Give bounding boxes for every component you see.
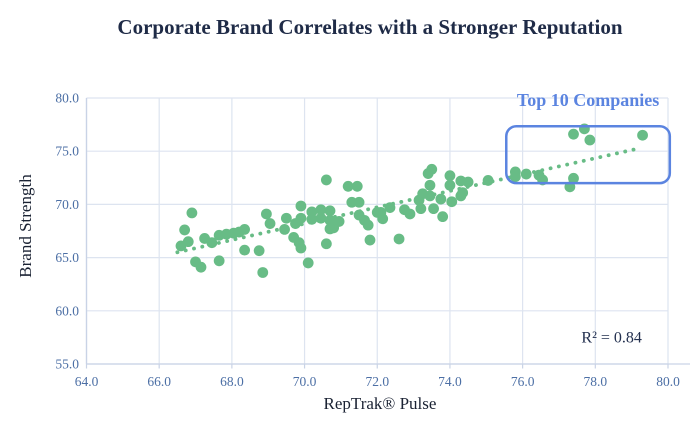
- data-point: [520, 168, 532, 180]
- data-point: [324, 223, 336, 235]
- data-point: [482, 175, 494, 186]
- x-tick-label: 80.0: [656, 374, 680, 389]
- data-point: [175, 240, 187, 252]
- data-point: [364, 234, 376, 246]
- data-point: [637, 129, 648, 141]
- data-point: [351, 180, 363, 192]
- data-point: [377, 213, 389, 225]
- x-tick-label: 76.0: [511, 374, 535, 389]
- data-point: [213, 255, 225, 267]
- data-point: [257, 267, 269, 278]
- data-point: [306, 213, 318, 225]
- top10-annotation-label: Top 10 Companies: [517, 90, 659, 110]
- data-point: [437, 211, 449, 223]
- data-point: [320, 238, 332, 250]
- data-point: [239, 244, 250, 256]
- y-tick-label: 70.0: [55, 197, 79, 212]
- data-point: [333, 216, 345, 227]
- x-tick-label: 68.0: [220, 374, 244, 389]
- trendline: [175, 146, 643, 255]
- data-point: [261, 208, 272, 220]
- data-point: [342, 180, 354, 192]
- y-tick-label: 60.0: [55, 303, 79, 318]
- data-point: [428, 203, 439, 215]
- data-point: [424, 190, 436, 202]
- data-point: [362, 219, 374, 231]
- x-tick-label: 72.0: [365, 374, 389, 389]
- data-point: [393, 233, 405, 245]
- data-point: [584, 134, 596, 146]
- data-point: [568, 128, 579, 140]
- x-tick-label: 66.0: [147, 374, 171, 389]
- data-point: [315, 212, 327, 224]
- data-point: [206, 237, 218, 249]
- tick-labels: 64.0 66.0 68.0 70.0 72.0 74.0 76.0 78.0 80.0 55.0…: [55, 91, 680, 390]
- data-point: [295, 242, 307, 254]
- data-point: [353, 196, 365, 208]
- data-points: [175, 123, 648, 278]
- y-tick-label: 75.0: [55, 144, 79, 159]
- data-point: [509, 171, 521, 183]
- data-point: [446, 196, 458, 208]
- data-point: [302, 257, 314, 269]
- y-tick-label: 55.0: [55, 357, 79, 372]
- y-tick-label: 65.0: [55, 250, 79, 265]
- data-point: [444, 179, 456, 191]
- data-point: [399, 204, 410, 216]
- chart-title: Corporate Brand Correlates with a Strong…: [117, 15, 622, 39]
- data-point: [253, 245, 265, 257]
- x-tick-label: 78.0: [584, 374, 608, 389]
- data-point: [179, 224, 191, 236]
- data-point: [295, 212, 307, 224]
- data-point: [295, 200, 307, 212]
- data-point: [186, 207, 198, 219]
- data-point: [306, 206, 318, 218]
- data-point: [239, 224, 250, 235]
- gridlines: [85, 97, 669, 365]
- axis-lines: [85, 98, 690, 369]
- data-point: [462, 176, 474, 188]
- data-point: [324, 205, 336, 217]
- data-point: [315, 204, 327, 216]
- data-point: [435, 193, 447, 205]
- x-tick-label: 74.0: [438, 374, 462, 389]
- data-point: [279, 224, 290, 235]
- x-tick-label: 64.0: [75, 374, 99, 389]
- data-point: [426, 163, 438, 175]
- data-point: [444, 170, 456, 182]
- data-point: [320, 174, 332, 186]
- y-axis-title: Brand Strength: [16, 174, 35, 278]
- x-tick-label: 70.0: [293, 374, 317, 389]
- data-point: [384, 202, 396, 213]
- data-point: [457, 187, 469, 199]
- data-point: [264, 218, 276, 229]
- data-point: [280, 212, 292, 224]
- top10-annotation-box: [505, 124, 672, 185]
- data-point: [568, 172, 579, 184]
- data-point: [195, 261, 207, 273]
- data-point: [424, 179, 436, 191]
- r-squared-label: R² = 0.84: [581, 330, 642, 347]
- y-tick-label: 80.0: [55, 91, 79, 106]
- data-point: [415, 203, 427, 215]
- x-axis-title: RepTrak® Pulse: [324, 394, 437, 413]
